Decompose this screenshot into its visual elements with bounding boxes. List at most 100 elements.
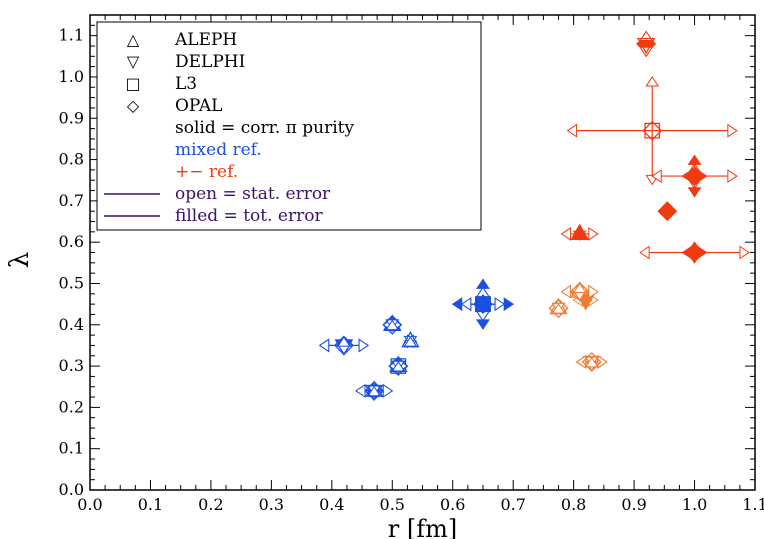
error-arrow-left [355, 383, 366, 398]
data-point [355, 380, 394, 401]
error-arrow-right [494, 297, 506, 312]
x-tick-label: 0.6 [440, 495, 465, 514]
legend-symbol: △ [127, 30, 140, 49]
error-arrow-left [651, 169, 662, 184]
marker-triangle-down [636, 37, 656, 55]
data-point [548, 298, 569, 319]
data-point [560, 281, 599, 302]
error-arrow-right [727, 123, 738, 138]
legend-symbol: ▽ [127, 52, 140, 71]
error-arrow-left [639, 245, 650, 260]
legend-label: OPAL [175, 96, 222, 116]
y-tick-label: 0.9 [59, 108, 84, 127]
data-point [401, 330, 420, 349]
error-arrow-up [367, 385, 382, 397]
marker-diamond [333, 335, 354, 356]
marker-diamond [364, 380, 385, 401]
error-arrow-right [358, 338, 369, 353]
error-arrow-down [476, 311, 490, 322]
error-arrow-right [739, 245, 750, 260]
axis-ticks: 0.0 0.1 0.2 0.3 0.4 0.5 0.6 0.7 0.8 0.9 1.0 1.1 0.0 0… [59, 15, 764, 514]
marker-square [644, 122, 661, 139]
x-tick-label: 1.0 [682, 495, 707, 514]
y-tick-label: 0.0 [59, 480, 84, 499]
marker-diamond [548, 298, 569, 319]
data-point [681, 241, 708, 264]
y-tick-label: 0.2 [59, 397, 84, 416]
x-tick-label: 0.5 [380, 495, 405, 514]
error-arrow-up [391, 361, 406, 372]
error-arrow-right [588, 226, 599, 241]
marker-triangle-up [401, 330, 420, 348]
error-arrow-up [645, 76, 660, 87]
data-points [318, 30, 750, 402]
data-point [636, 30, 656, 58]
marker-diamond [388, 356, 409, 377]
y-tick-label: 0.6 [59, 232, 84, 251]
marker-diamond [382, 314, 403, 335]
x-tick-label: 1.1 [742, 495, 764, 514]
error-arrow-up [639, 30, 654, 42]
error-arrow-up [385, 319, 400, 331]
marker-diamond [473, 294, 493, 315]
data-point [681, 154, 708, 198]
marker-diamond [684, 166, 705, 187]
error-arrow-left [575, 355, 587, 369]
data-point [644, 122, 661, 139]
data-point [575, 352, 608, 372]
legend-label: filled = tot. error [175, 206, 323, 226]
error-arrow-right [503, 297, 515, 312]
error-arrow-up [572, 282, 587, 293]
error-arrow-left [318, 338, 330, 353]
data-point [570, 223, 589, 240]
x-tick-label: 0.7 [500, 495, 525, 514]
marker-diamond [684, 242, 705, 263]
error-arrow-left [560, 226, 572, 241]
legend-symbol: ◇ [127, 96, 140, 115]
marker-diamond [657, 201, 678, 222]
legend-label: +− ref. [175, 162, 238, 182]
data-point [388, 356, 409, 377]
legend-symbol: □ [125, 74, 140, 93]
data-point [318, 335, 369, 356]
data-point [657, 201, 678, 222]
error-arrow-up [687, 154, 702, 165]
x-tick-label: 0.2 [198, 495, 223, 514]
error-arrow-right [727, 169, 738, 184]
error-arrow-left [560, 284, 572, 299]
error-arrow-up [551, 303, 566, 314]
legend-label: mixed ref. [175, 140, 262, 160]
data-point [382, 314, 403, 335]
legend-box [96, 21, 482, 231]
x-tick-label: 0.3 [259, 495, 284, 514]
y-tick-label: 0.4 [59, 315, 84, 334]
x-tick-label: 0.1 [138, 495, 163, 514]
x-tick-label: 0.9 [621, 495, 646, 514]
x-tick-label: 0.8 [561, 495, 586, 514]
y-axis-label: λ [5, 252, 35, 268]
error-arrow-up [584, 356, 599, 368]
y-tick-label: 0.1 [59, 439, 84, 458]
data-point [566, 76, 738, 186]
error-arrow-right [597, 355, 608, 369]
y-tick-label: 0.8 [59, 150, 84, 169]
y-tick-label: 0.7 [59, 191, 84, 210]
error-arrow-left [566, 123, 578, 138]
error-arrow-right [382, 383, 394, 398]
marker-diamond [569, 281, 590, 302]
x-tick-label: 0.4 [319, 495, 344, 514]
marker-diamond [581, 352, 602, 372]
error-arrow-left [451, 297, 463, 312]
error-arrow-up [476, 286, 490, 298]
data-point [460, 286, 506, 322]
y-tick-label: 1.0 [59, 67, 84, 86]
error-arrow-down [687, 187, 702, 198]
marker-diamond [642, 120, 663, 141]
legend-label: L3 [175, 74, 197, 94]
legend-label: ALEPH [174, 30, 237, 50]
error-arrow-up [336, 336, 351, 347]
y-tick-label: 0.3 [59, 356, 84, 375]
legend-label: DELPHI [175, 52, 245, 72]
